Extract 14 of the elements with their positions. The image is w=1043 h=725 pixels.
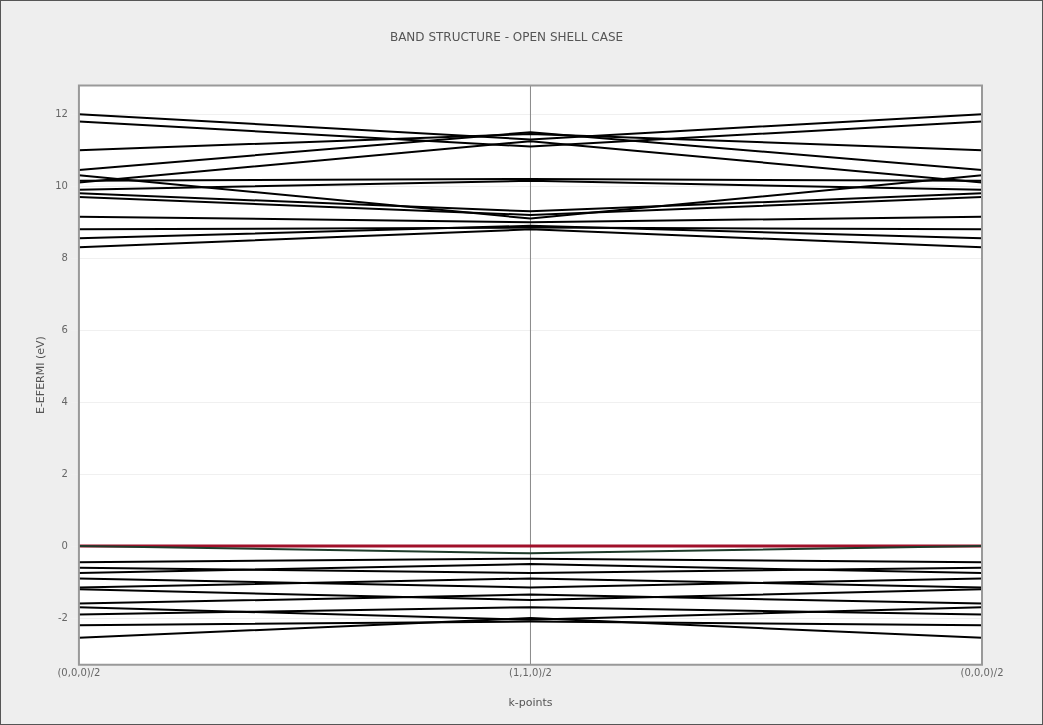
- y-tick-label: 0: [61, 539, 68, 551]
- y-tick-label: 2: [61, 467, 68, 479]
- y-axis-title: E-EFERMI (eV): [34, 336, 48, 415]
- x-tick-label: (0,0,0)/2: [960, 667, 1004, 679]
- x-tick-label: (0,0,0)/2: [57, 667, 101, 679]
- chart-title: BAND STRUCTURE - OPEN SHELL CASE: [389, 30, 624, 45]
- x-tick-label: (1,1,0)/2: [508, 667, 552, 679]
- y-tick-label: 10: [55, 179, 68, 191]
- y-tick-label: 4: [61, 395, 68, 407]
- x-axis-title: k-points: [508, 696, 553, 710]
- y-tick-label: 8: [61, 251, 68, 263]
- y-tick-label: 6: [61, 323, 68, 335]
- y-tick-label: 12: [55, 107, 68, 119]
- y-tick-label: -2: [57, 611, 68, 623]
